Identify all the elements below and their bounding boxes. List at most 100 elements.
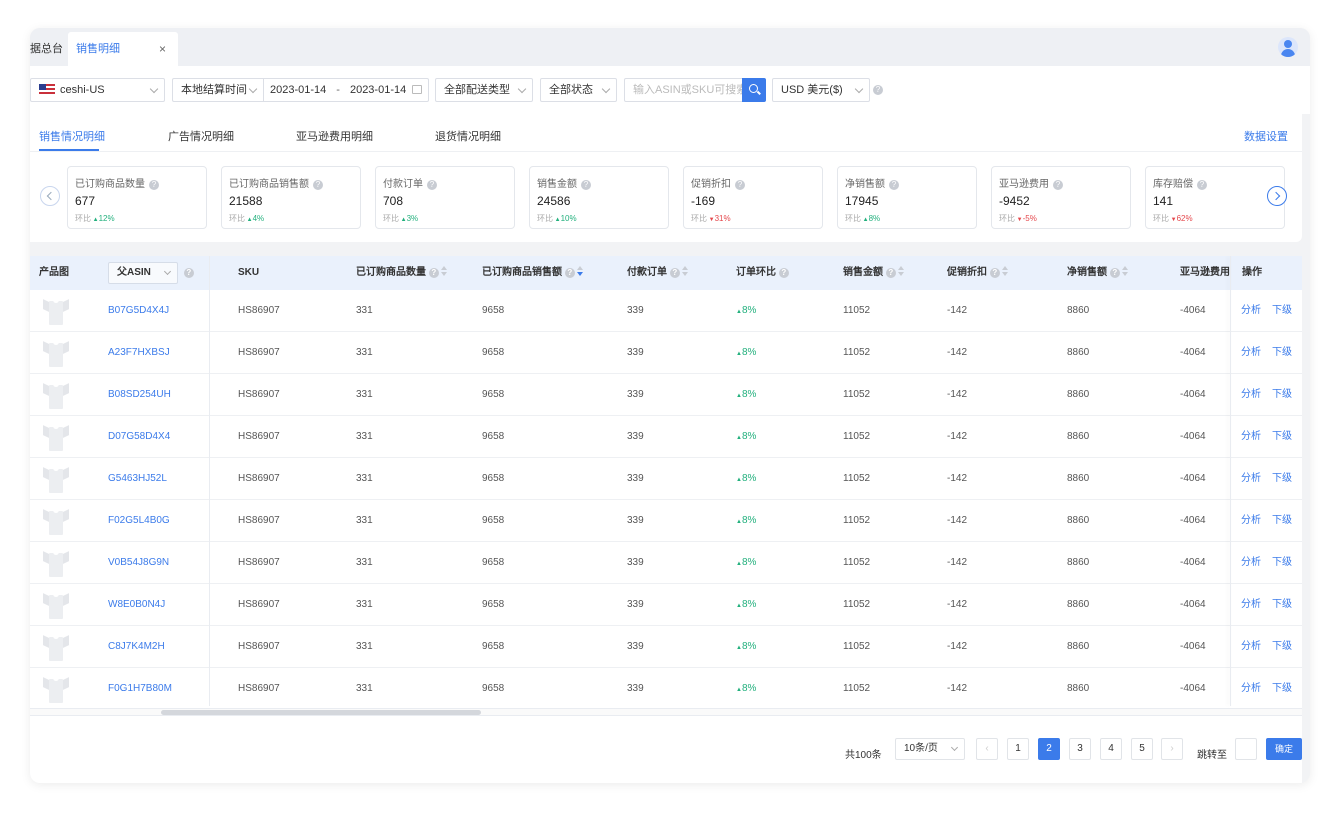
asin-link[interactable]: B07G5D4X4J xyxy=(108,305,170,316)
date-range-picker[interactable]: 2023-01-14-2023-01-14 xyxy=(263,78,429,102)
status-select[interactable]: 全部状态 xyxy=(540,78,617,102)
help-icon[interactable]: ? xyxy=(889,180,899,190)
help-icon[interactable]: ? xyxy=(1109,268,1120,278)
product-image[interactable] xyxy=(40,673,72,705)
page-size-select[interactable]: 10条/页 xyxy=(895,738,965,760)
product-image[interactable] xyxy=(40,463,72,495)
delivery-type-select[interactable]: 全部配送类型 xyxy=(435,78,533,102)
drill-down-link[interactable]: 下级 xyxy=(1272,431,1292,442)
help-icon[interactable]: ? xyxy=(1197,180,1207,190)
drill-down-link[interactable]: 下级 xyxy=(1272,557,1292,568)
analyze-link[interactable]: 分析 xyxy=(1241,599,1261,610)
tab-dashboard[interactable]: 据总台 xyxy=(30,32,68,66)
th-asin[interactable]: 父ASIN ? xyxy=(108,256,194,290)
metrics-prev-button[interactable] xyxy=(40,186,60,206)
page-button[interactable]: 3 xyxy=(1069,738,1091,760)
page-button[interactable]: 4 xyxy=(1100,738,1122,760)
asin-link[interactable]: D07G58D4X4 xyxy=(108,431,171,442)
help-icon[interactable]: ? xyxy=(428,268,439,278)
analyze-link[interactable]: 分析 xyxy=(1241,641,1261,652)
analyze-link[interactable]: 分析 xyxy=(1241,515,1261,526)
asin-link[interactable]: F02G5L4B0G xyxy=(108,515,170,526)
scrollbar-thumb[interactable] xyxy=(161,710,481,715)
drill-down-link[interactable]: 下级 xyxy=(1272,599,1292,610)
drill-down-link[interactable]: 下级 xyxy=(1272,473,1292,484)
help-icon[interactable]: ? xyxy=(1053,180,1063,190)
help-icon[interactable]: ? xyxy=(313,180,323,190)
product-image[interactable] xyxy=(40,421,72,453)
asin-link[interactable]: V0B54J8G9N xyxy=(108,557,170,568)
help-icon[interactable]: ? xyxy=(735,180,745,190)
drill-down-link[interactable]: 下级 xyxy=(1272,641,1292,652)
product-image[interactable] xyxy=(40,337,72,369)
close-icon[interactable]: × xyxy=(158,42,166,56)
th-orders[interactable]: 付款订单 ? xyxy=(627,256,688,290)
product-image[interactable] xyxy=(40,631,72,663)
product-image[interactable] xyxy=(40,589,72,621)
time-type-select[interactable]: 本地结算时间 xyxy=(172,78,263,102)
analyze-link[interactable]: 分析 xyxy=(1241,557,1261,568)
th-net[interactable]: 净销售额 ? xyxy=(1067,256,1128,290)
search-input[interactable]: 输入ASIN或SKU可搜索 xyxy=(624,78,747,102)
page-button[interactable]: 2 xyxy=(1038,738,1060,760)
tab-sales-detail[interactable]: 销售明细 × xyxy=(68,32,178,66)
asin-link[interactable]: C8J7K4M2H xyxy=(108,641,165,652)
help-icon[interactable]: ? xyxy=(778,268,789,278)
horizontal-scrollbar[interactable] xyxy=(30,708,1302,716)
prev-page-button[interactable]: ‹ xyxy=(976,738,998,760)
page-button[interactable]: 1 xyxy=(1007,738,1029,760)
help-icon[interactable]: ? xyxy=(183,268,194,278)
product-image[interactable] xyxy=(40,505,72,537)
product-image[interactable] xyxy=(40,295,72,327)
store-select[interactable]: ceshi-US xyxy=(30,78,165,102)
sort-icon[interactable] xyxy=(681,266,688,276)
help-icon[interactable]: ? xyxy=(873,85,883,95)
analyze-link[interactable]: 分析 xyxy=(1241,473,1261,484)
analyze-link[interactable]: 分析 xyxy=(1241,431,1261,442)
next-page-button[interactable]: › xyxy=(1161,738,1183,760)
asin-link[interactable]: W8E0B0N4J xyxy=(108,599,166,610)
help-icon[interactable]: ? xyxy=(427,180,437,190)
th-discount[interactable]: 促销折扣 ? xyxy=(947,256,1008,290)
asin-link[interactable]: B08SD254UH xyxy=(108,389,171,400)
asin-type-select[interactable]: 父ASIN xyxy=(108,262,178,284)
drill-down-link[interactable]: 下级 xyxy=(1272,515,1292,526)
sort-icon[interactable] xyxy=(1121,266,1128,276)
sort-icon[interactable] xyxy=(576,266,583,276)
th-qty[interactable]: 已订购商品数量 ? xyxy=(356,256,447,290)
analyze-link[interactable]: 分析 xyxy=(1241,347,1261,358)
drill-down-link[interactable]: 下级 xyxy=(1272,305,1292,316)
avatar[interactable] xyxy=(1278,37,1298,57)
asin-link[interactable]: F0G1H7B80M xyxy=(108,683,172,694)
drill-down-link[interactable]: 下级 xyxy=(1272,683,1292,694)
subtab-ads[interactable]: 广告情况明细 xyxy=(168,131,234,143)
product-image[interactable] xyxy=(40,379,72,411)
analyze-link[interactable]: 分析 xyxy=(1241,683,1261,694)
subtab-sales[interactable]: 销售情况明细 xyxy=(39,131,105,143)
search-button[interactable] xyxy=(742,78,766,102)
help-icon[interactable]: ? xyxy=(989,268,1000,278)
sort-icon[interactable] xyxy=(440,266,447,276)
jump-page-input[interactable] xyxy=(1235,738,1257,760)
subtab-returns[interactable]: 退货情况明细 xyxy=(435,131,501,143)
data-settings-link[interactable]: 数据设置 xyxy=(1244,131,1288,143)
currency-select[interactable]: USD 美元($) xyxy=(772,78,870,102)
help-icon[interactable]: ? xyxy=(669,268,680,278)
product-image[interactable] xyxy=(40,547,72,579)
th-sales[interactable]: 已订购商品销售额 ? xyxy=(482,256,583,290)
metrics-next-button[interactable] xyxy=(1267,186,1287,206)
drill-down-link[interactable]: 下级 xyxy=(1272,347,1292,358)
help-icon[interactable]: ? xyxy=(149,180,159,190)
page-button[interactable]: 5 xyxy=(1131,738,1153,760)
asin-link[interactable]: A23F7HXBSJ xyxy=(108,347,170,358)
help-icon[interactable]: ? xyxy=(564,268,575,278)
asin-link[interactable]: G5463HJ52L xyxy=(108,473,167,484)
sort-icon[interactable] xyxy=(1001,266,1008,276)
sort-icon[interactable] xyxy=(897,266,904,276)
th-amount[interactable]: 销售金额 ? xyxy=(843,256,904,290)
subtab-amazon-fees[interactable]: 亚马逊费用明细 xyxy=(296,131,373,143)
analyze-link[interactable]: 分析 xyxy=(1241,305,1261,316)
help-icon[interactable]: ? xyxy=(885,268,896,278)
confirm-button[interactable]: 确定 xyxy=(1266,738,1302,760)
drill-down-link[interactable]: 下级 xyxy=(1272,389,1292,400)
